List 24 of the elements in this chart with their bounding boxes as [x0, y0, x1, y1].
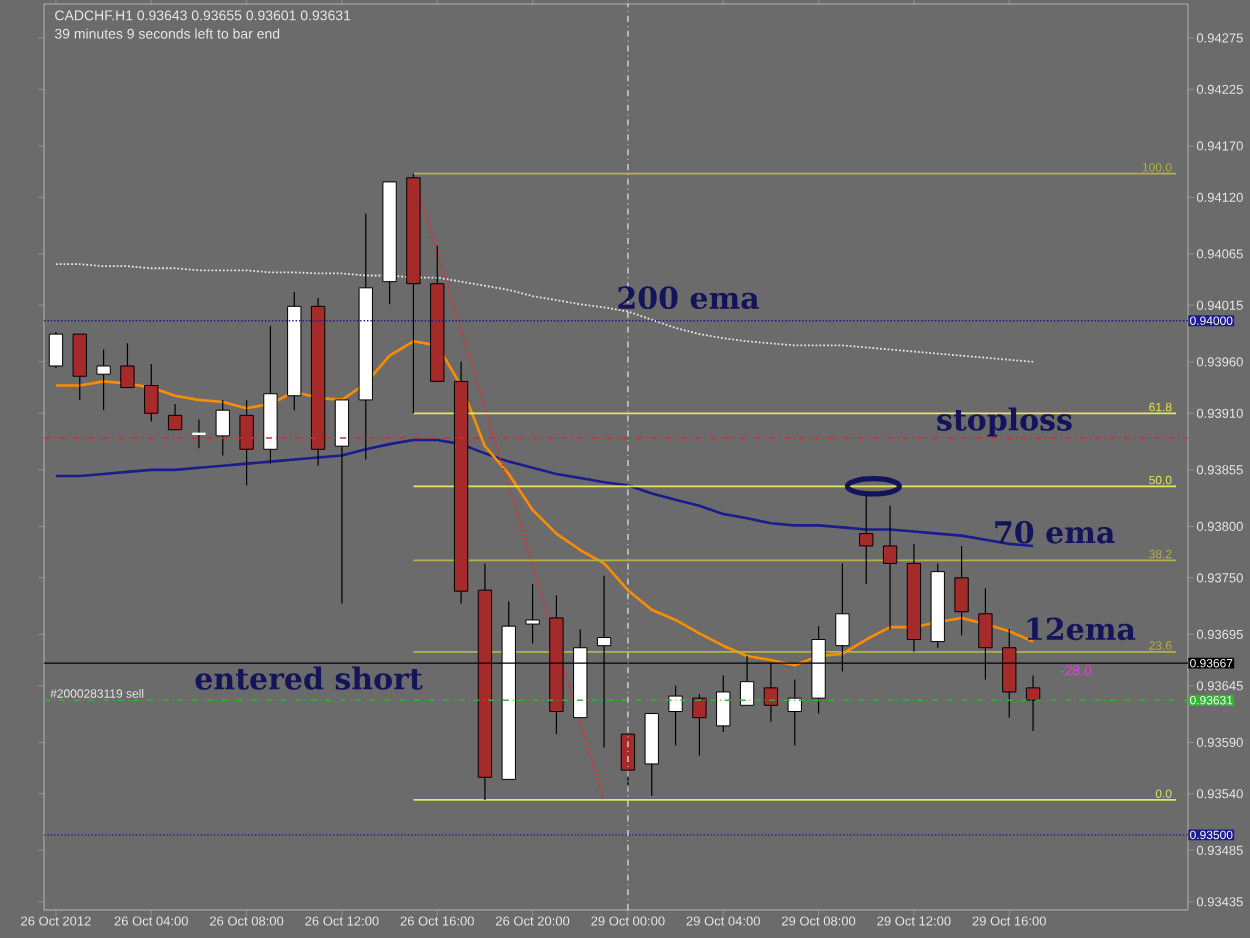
candlestick [72, 333, 87, 401]
candlestick [96, 348, 111, 411]
candlestick [525, 583, 540, 645]
candlestick [215, 399, 230, 457]
candlestick [716, 674, 731, 733]
candlestick [668, 685, 683, 747]
series-label: 200 ema [618, 286, 760, 310]
candlestick [787, 679, 802, 747]
candlestick [692, 693, 707, 757]
candlestick [144, 363, 159, 423]
candlestick [882, 505, 898, 630]
line-series [54, 438, 1035, 548]
series-label: 12ema [1027, 617, 1136, 641]
candlestick [859, 494, 874, 585]
candlestick [954, 545, 969, 636]
candlestick [239, 399, 254, 486]
candlestick [120, 342, 135, 389]
series-label: 70 ema [995, 520, 1115, 544]
candlestick [334, 399, 350, 605]
annotation: stoploss [937, 407, 1072, 437]
candlestick [48, 331, 64, 369]
candlestick [167, 403, 183, 431]
candlestick [1025, 674, 1041, 732]
annotation: entered short [195, 666, 423, 690]
